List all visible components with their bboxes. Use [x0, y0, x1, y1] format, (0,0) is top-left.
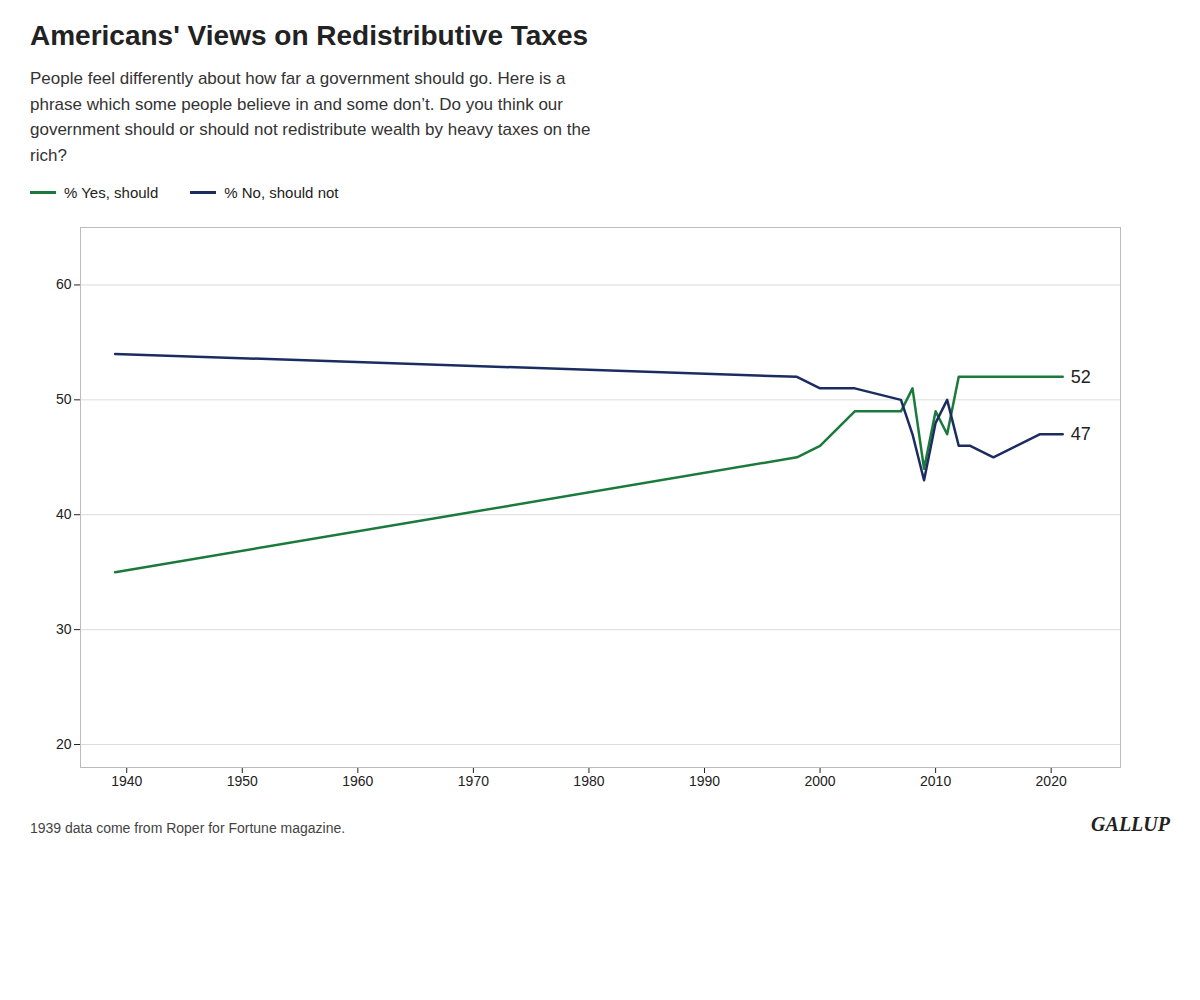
- svg-text:47: 47: [1071, 424, 1091, 444]
- html-text:Americans' Views on Redistribu: Americans' Views on Redistributive Taxes: [30, 20, 589, 51]
- html-text:GALLUP: GALLUP: [1091, 813, 1170, 835]
- html-text:1939 data come from Roper for: 1939 data come from Roper for Fortune ma…: [30, 820, 346, 836]
- html-text:% Yes, should: % Yes, should: [64, 184, 159, 201]
- svg-text:1950: 1950: [227, 773, 258, 789]
- svg-text:1940: 1940: [111, 773, 142, 789]
- html-text:% No, should not: % No, should not: [224, 184, 339, 201]
- svg-text:30: 30: [56, 621, 72, 637]
- svg-text:60: 60: [56, 276, 72, 292]
- svg-text:40: 40: [56, 506, 72, 522]
- svg-text:20: 20: [56, 736, 72, 752]
- svg-text:52: 52: [1071, 367, 1091, 387]
- svg-text:2000: 2000: [804, 773, 835, 789]
- svg-text:2010: 2010: [920, 773, 951, 789]
- svg-text:1960: 1960: [342, 773, 373, 789]
- svg-text:1970: 1970: [458, 773, 489, 789]
- svg-text:1990: 1990: [689, 773, 720, 789]
- svg-text:50: 50: [56, 391, 72, 407]
- svg-text:2020: 2020: [1036, 773, 1067, 789]
- svg-text:1980: 1980: [573, 773, 604, 789]
- html-text:People feel differently about: People feel differently about how far a …: [30, 69, 591, 165]
